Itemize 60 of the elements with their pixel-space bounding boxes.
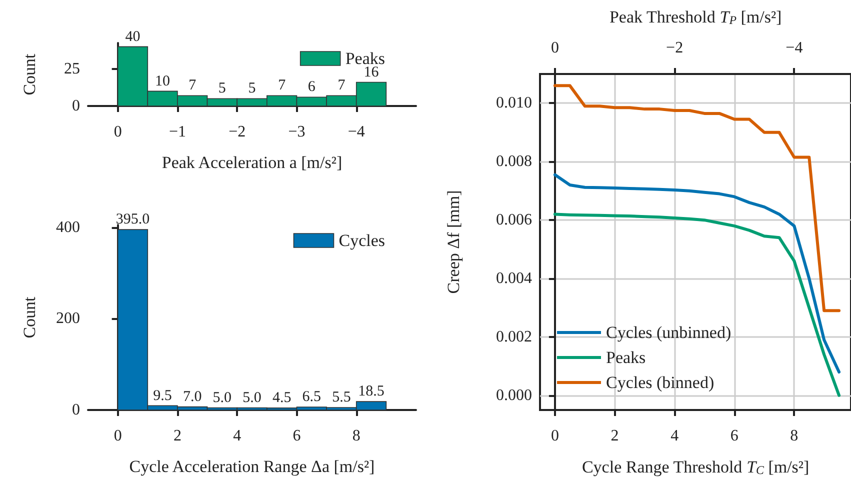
x-axis-title: Cycle Acceleration Range Δa [m/s²] (129, 457, 375, 476)
data-label: 5.5 (332, 390, 351, 406)
line-series (553, 212, 841, 397)
data-label: 10 (155, 73, 170, 90)
data-label: 7 (338, 78, 346, 94)
x2-tick-label: −2 (666, 40, 684, 56)
y-tick-label: 0 (72, 402, 80, 418)
data-label: 395.0 (116, 212, 150, 228)
x-tick-label: 6 (730, 428, 738, 444)
x-tick-label: 6 (292, 428, 301, 444)
x-tick-label: 0 (550, 428, 559, 444)
line-series (553, 84, 841, 312)
data-label: 7.0 (182, 388, 202, 405)
x-tick-label: 2 (610, 428, 619, 444)
data-label: 5.0 (212, 390, 232, 406)
x-tick-label: 4 (670, 428, 679, 444)
x-tick-label: −1 (168, 124, 186, 140)
data-label: 5 (248, 80, 256, 97)
y-axis-title: Count (20, 296, 39, 338)
y-tick-label: 400 (56, 218, 80, 236)
y-tick-label: 0.010 (496, 94, 532, 112)
x-tick-label: 0 (114, 124, 122, 140)
legend-label: Cycles (unbinned) (606, 323, 732, 342)
legend-label: Peaks (606, 348, 646, 367)
x-tick-label: −3 (288, 124, 306, 140)
data-label: 5 (218, 80, 226, 97)
legend-label: Cycles (338, 231, 386, 250)
y-tick-label: 0 (72, 98, 80, 114)
data-label: 5.0 (242, 390, 262, 406)
y-tick-label: 0.008 (496, 153, 532, 170)
y-tick-label: 200 (56, 310, 80, 328)
x2-axis-title: Peak Threshold TP [m/s²] (609, 8, 782, 27)
y-axis-title: Count (20, 53, 39, 96)
y-tick-label: 0.004 (496, 270, 532, 288)
x-axis-title: Cycle Range Threshold TC [m/s²] (582, 457, 810, 477)
data-label: 6 (308, 79, 316, 96)
data-label: 6.5 (302, 389, 322, 406)
data-label: 4.5 (272, 390, 292, 406)
x2-tick-label: −4 (786, 40, 803, 56)
x-tick-label: −2 (228, 124, 246, 140)
x2-tick-label: 0 (550, 40, 559, 56)
y-tick-label: 0.002 (496, 328, 532, 346)
data-label: 7 (188, 78, 197, 94)
data-label: 18.5 (358, 384, 384, 400)
data-label: 40 (125, 28, 140, 45)
x-tick-label: 0 (114, 428, 122, 444)
y-tick-label: 25 (64, 60, 80, 78)
x-tick-label: −4 (348, 124, 365, 140)
y-tick-label: 0.000 (496, 386, 532, 404)
x-tick-label: 8 (352, 428, 360, 444)
y-axis-title: Creep Δf [mm] (444, 190, 463, 294)
x-axis-title: Peak Acceleration a [m/s²] (162, 153, 342, 172)
legend-label: Cycles (binned) (606, 373, 714, 392)
x-tick-label: 8 (790, 428, 798, 444)
data-label: 9.5 (153, 388, 172, 404)
x-tick-label: 2 (173, 428, 182, 444)
line-series (553, 173, 841, 374)
x-tick-label: 4 (233, 428, 242, 444)
y-tick-label: 0.006 (496, 212, 532, 229)
data-label: 7 (278, 78, 286, 94)
